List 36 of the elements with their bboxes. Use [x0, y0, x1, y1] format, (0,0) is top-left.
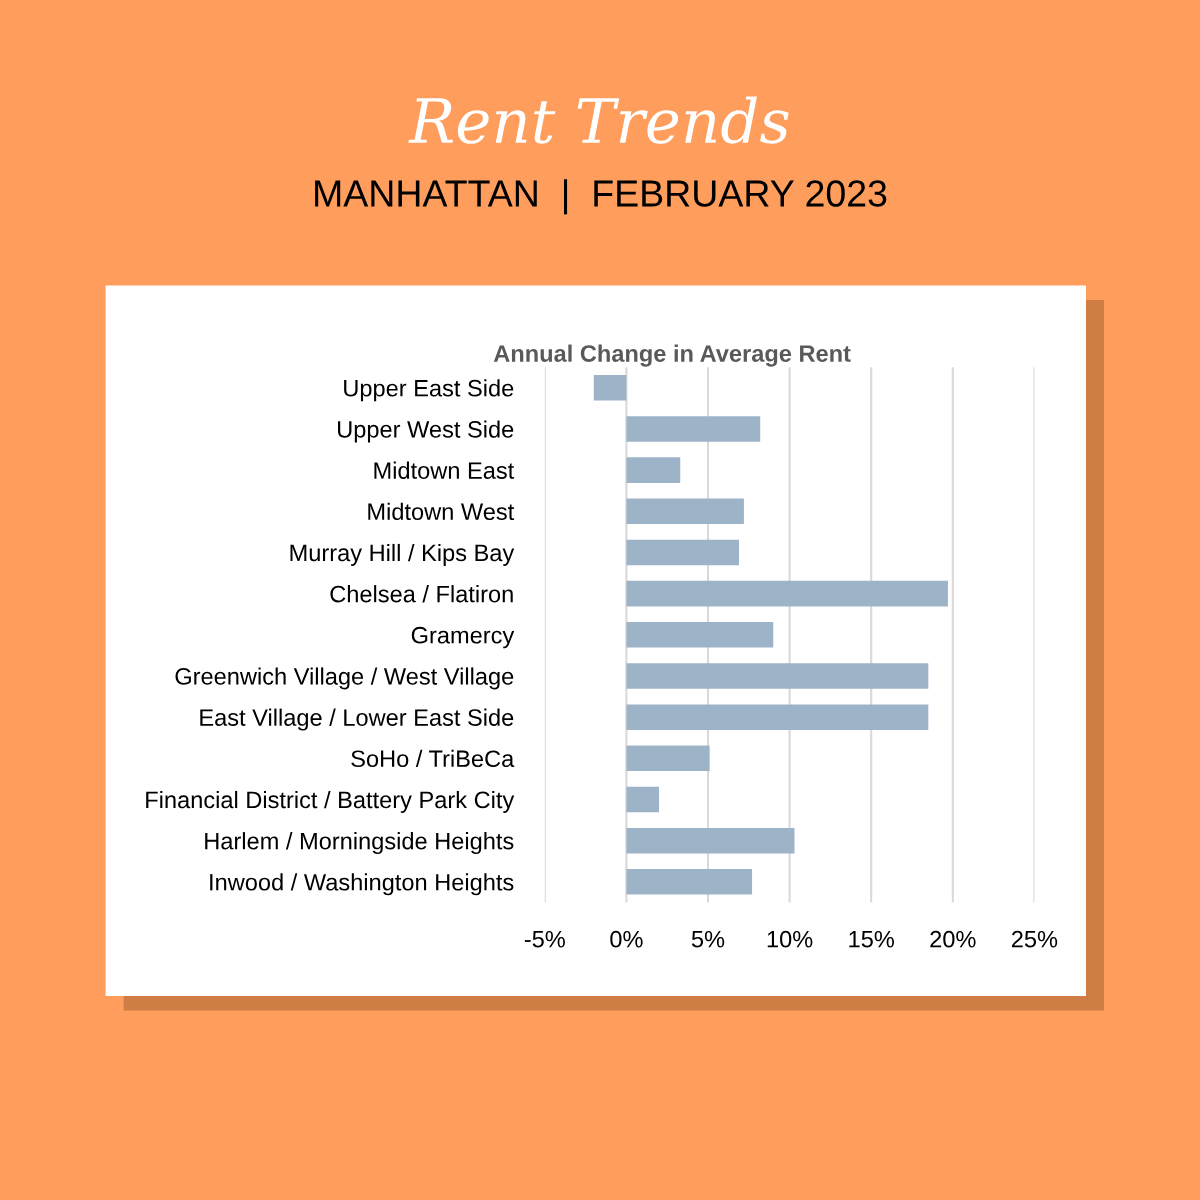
bar	[626, 704, 929, 730]
y-tick-label: East Village / Lower East Side	[200, 708, 514, 731]
bar	[626, 457, 681, 483]
bar	[626, 663, 929, 689]
bar	[626, 580, 948, 607]
chart-title: Rent Trends	[408, 96, 789, 144]
y-tick-label: Greenwich Village / West Village	[175, 667, 514, 690]
bar	[593, 375, 627, 401]
x-tick-label: -5%	[524, 930, 565, 948]
y-tick-label: Upper East Side	[344, 379, 514, 402]
y-tick-label: SoHo / TriBeCa	[351, 749, 515, 768]
x-tick-label: 25%	[1011, 930, 1058, 948]
y-tick-label: Murray Hill / Kips Bay	[290, 543, 515, 566]
bar	[626, 622, 774, 648]
bar	[626, 498, 744, 525]
bar	[626, 827, 795, 854]
x-tick-label: 5%	[691, 930, 725, 948]
x-tick-label: 10%	[767, 930, 813, 948]
bar	[626, 745, 710, 772]
x-tick-label: 15%	[849, 930, 894, 948]
text: Annual Change in Average Rent	[493, 344, 851, 367]
x-tick-label: 20%	[930, 930, 976, 948]
y-tick-label: Upper West Side	[338, 420, 514, 443]
chart-subtitle: MANHATTAN | FEBRUARY 2023	[315, 179, 887, 215]
y-tick-label: Harlem / Morningside Heights	[205, 832, 514, 855]
bar	[626, 416, 761, 442]
y-tick-label: Midtown West	[368, 502, 515, 521]
bar	[626, 539, 740, 566]
y-tick-label: Financial District / Battery Park City	[146, 790, 515, 813]
x-tick-label: 0%	[610, 930, 643, 948]
y-tick-label: Midtown East	[374, 461, 515, 479]
y-tick-label: Gramercy	[411, 626, 515, 649]
y-tick-label: Inwood / Washington Heights	[210, 873, 514, 896]
y-tick-label: Chelsea / Flatiron	[330, 585, 513, 603]
bar	[626, 869, 753, 895]
bar	[626, 786, 660, 813]
